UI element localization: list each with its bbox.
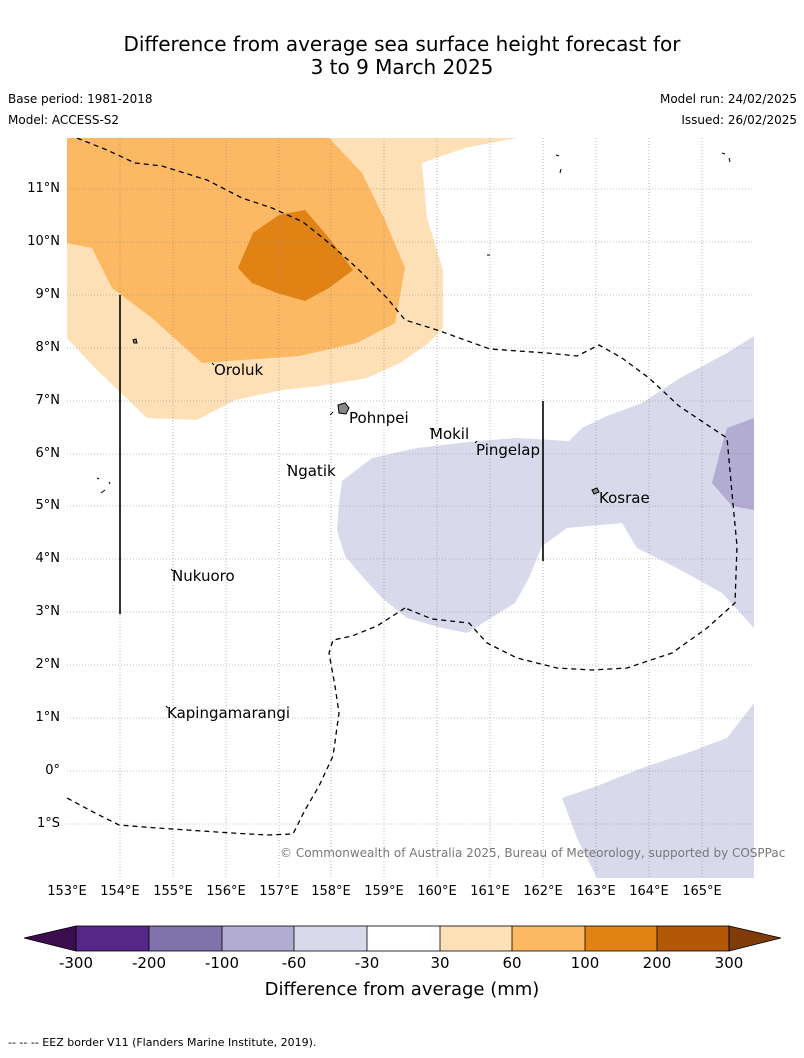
place-label-kapingamarangi: Kapingamarangi — [167, 704, 291, 722]
colorbar-bin — [440, 926, 512, 951]
colorbar — [23, 925, 782, 952]
kosrae-island — [591, 487, 600, 495]
anomaly-region-100-200 — [238, 210, 353, 301]
colorbar-tick: -100 — [204, 954, 240, 972]
chart-title-line2: 3 to 9 March 2025 — [310, 55, 494, 79]
colorbar-tick: 300 — [714, 954, 744, 972]
lat-label: 0° — [45, 763, 60, 778]
lon-label: 158°E — [311, 884, 351, 899]
colorbar-tick: -60 — [281, 954, 307, 972]
colorbar-bin — [294, 926, 367, 951]
colorbar-bin — [149, 926, 222, 951]
place-label-oroluk: Oroluk — [214, 361, 264, 379]
lat-label: 3°N — [35, 604, 61, 619]
anomaly-region-60-100 — [67, 138, 405, 363]
lon-label: 161°E — [470, 884, 510, 899]
lat-label: 8°N — [35, 340, 61, 355]
model-run: Model run: 24/02/2025 — [659, 92, 797, 106]
eez-legend-note: -- -- -- EEZ border V11 (Flanders Marine… — [8, 1036, 317, 1049]
model-name: Model: ACCESS-S2 — [8, 113, 120, 127]
lon-label: 160°E — [417, 884, 457, 899]
lon-label: 155°E — [153, 884, 193, 899]
lon-label: 164°E — [629, 884, 669, 899]
lon-label: 153°E — [47, 884, 87, 899]
colorbar-bin — [657, 926, 729, 951]
colorbar-tick: -300 — [58, 954, 94, 972]
lon-label: 163°E — [576, 884, 616, 899]
colorbar-bin — [367, 926, 440, 951]
lon-label: 154°E — [100, 884, 140, 899]
lat-label: 7°N — [35, 393, 61, 408]
place-label-kosrae: Kosrae — [599, 489, 650, 507]
lon-label: 157°E — [259, 884, 299, 899]
colorbar-tick: -200 — [131, 954, 167, 972]
colorbar-bin — [76, 926, 149, 951]
colorbar-tick: -30 — [354, 954, 380, 972]
lat-label: 1°S — [36, 816, 60, 831]
anomaly-region-m30-m60-south — [562, 703, 754, 878]
islands — [132, 338, 600, 495]
place-label-ngatik: Ngatik — [287, 462, 336, 480]
colorbar-tick: 30 — [430, 954, 450, 972]
small-atolls — [96, 152, 731, 709]
place-label-nukuoro: Nukuoro — [172, 567, 235, 585]
lon-label: 159°E — [364, 884, 404, 899]
lat-label: 11°N — [27, 181, 60, 196]
copyright-notice: © Commonwealth of Australia 2025, Bureau… — [280, 846, 786, 860]
pohnpei-island — [337, 402, 350, 415]
issued-date: Issued: 26/02/2025 — [681, 113, 797, 127]
anomaly-region-m60-m100 — [712, 418, 754, 510]
lat-label: 5°N — [35, 498, 61, 513]
lat-label: 2°N — [35, 657, 61, 672]
lon-label: 165°E — [682, 884, 722, 899]
colorbar-bin — [222, 926, 294, 951]
colorbar-extend-max — [728, 925, 782, 952]
lat-label: 6°N — [35, 446, 61, 461]
anomaly-region-m30-m60-east — [337, 336, 754, 633]
lat-label: 10°N — [27, 234, 60, 249]
place-label-pohnpei: Pohnpei — [349, 409, 409, 427]
lon-label: 156°E — [206, 884, 246, 899]
chart-title-line1: Difference from average sea surface heig… — [123, 32, 681, 56]
colorbar-tick: 100 — [570, 954, 600, 972]
lat-label: 9°N — [35, 287, 61, 302]
place-label-mokil: Mokil — [430, 425, 470, 443]
base-period: Base period: 1981-2018 — [8, 92, 153, 106]
colorbar-extend-min — [23, 925, 77, 952]
eez-borders — [67, 138, 738, 836]
colorbar-title: Difference from average (mm) — [264, 979, 540, 1000]
colorbar-tick: 60 — [502, 954, 522, 972]
colorbar-tick: 200 — [642, 954, 672, 972]
lon-label: 162°E — [523, 884, 563, 899]
place-label-pingelap: Pingelap — [476, 441, 541, 459]
colorbar-bin — [585, 926, 657, 951]
lat-label: 1°N — [35, 710, 61, 725]
colorbar-bin — [512, 926, 585, 951]
lat-label: 4°N — [35, 551, 61, 566]
sea-level-map — [67, 138, 754, 878]
